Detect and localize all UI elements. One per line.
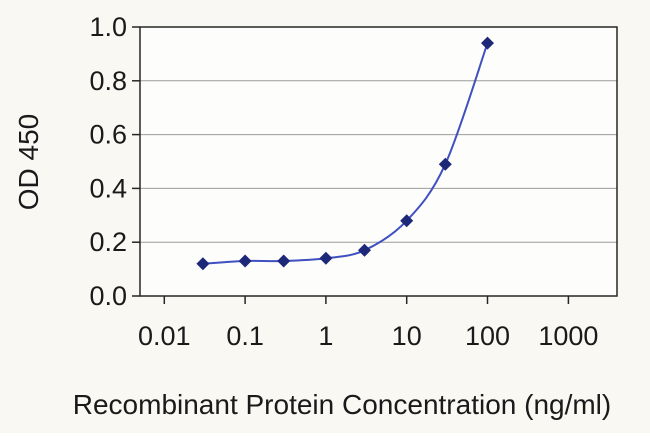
x-axis-title: Recombinant Protein Concentration (ng/ml… [73,389,611,420]
x-tick-label: 10 [392,321,422,351]
data-point-marker [319,251,333,265]
y-tick-label: 0.2 [89,227,127,257]
y-tick-label: 0.8 [89,66,127,96]
plot-frame-rect [139,26,618,297]
data-series [196,36,494,271]
x-tick-label: 1 [318,321,333,351]
plot-area [140,27,617,296]
plot-frame [139,26,618,297]
tick-labels: 0.01 0.1 1 10 100 1000 0.0 0.2 0.4 0.6 0.8 1.0 [89,12,598,351]
x-tick-label: 0.1 [226,321,264,351]
data-point-marker [238,254,252,268]
x-tick-label: 100 [465,321,510,351]
data-point-marker [196,257,210,271]
y-axis-title: OD 450 [13,114,44,211]
x-tick-label: 1000 [538,321,598,351]
data-point-marker [277,254,291,268]
y-tick-label: 0.0 [89,281,127,311]
y-tick-label: 0.6 [89,120,127,150]
x-tick-label: 0.01 [138,321,191,351]
axis-ticks [132,26,570,304]
gridlines [140,80,617,243]
data-point-marker [438,157,452,171]
data-point-marker [481,36,494,50]
y-tick-label: 1.0 [89,12,127,42]
data-point-marker [358,243,371,257]
y-tick-label: 0.4 [89,173,127,203]
data-point-marker [400,214,414,228]
